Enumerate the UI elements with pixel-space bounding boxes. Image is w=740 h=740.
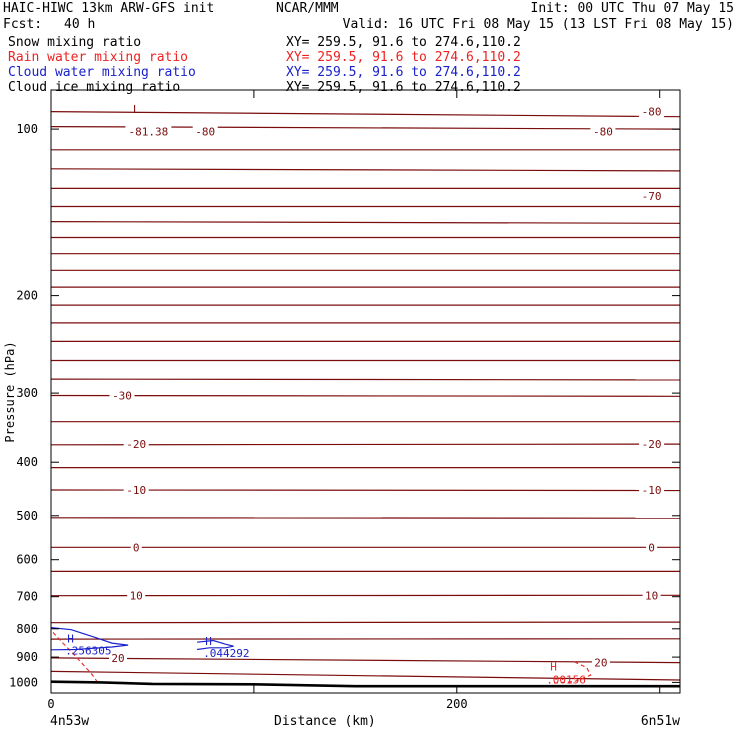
left-endpoint-label: 4n53w (50, 714, 89, 729)
label-gap (123, 438, 149, 451)
label-gap (127, 589, 146, 602)
temperature-contour (50, 670, 681, 681)
temperature-label: 0 (648, 541, 655, 554)
temperature-label: -10 (642, 484, 662, 497)
y-tick-label: 500 (16, 509, 38, 523)
temperature-label: 20 (111, 652, 124, 665)
field-rain-xy: XY= 259.5, 91.6 to 274.6,110.2 (286, 50, 521, 65)
temperature-contour (50, 168, 681, 172)
label-gap (639, 484, 665, 496)
temperature-contour (50, 394, 681, 397)
label-gap (109, 389, 135, 402)
cloud-water-max-marker: H (205, 635, 212, 648)
field-cloud-ice-name: Cloud ice mixing ratio (8, 80, 181, 95)
field-cloud-water-name: Cloud water mixing ratio (8, 65, 196, 80)
label-gap (642, 589, 661, 602)
temperature-label: -20 (126, 438, 146, 451)
label-gap (125, 125, 172, 138)
init-time: Init: 00 UTC Thu 07 May 15 (530, 1, 735, 16)
label-gap (590, 125, 616, 138)
field-snow-name: Snow mixing ratio (8, 35, 142, 50)
y-tick-label: 900 (16, 650, 38, 664)
temperature-label: 20 (594, 657, 607, 670)
temperature-contour (50, 657, 681, 664)
rain-contour (52, 632, 99, 683)
plot-header: HAIC-HIWC 13km ARW-GFS init NCAR/MMM Ini… (0, 0, 740, 96)
field-snow-xy: XY= 259.5, 91.6 to 274.6,110.2 (286, 35, 521, 50)
temperature-label: -70 (642, 190, 662, 203)
label-gap (639, 189, 665, 202)
y-tick-label: 400 (16, 455, 38, 469)
forecast-label: Fcst: (3, 17, 43, 32)
temperature-contour (50, 378, 681, 381)
terrain-line (50, 680, 680, 688)
rain-max-marker: H (550, 661, 557, 674)
temperature-label: -20 (642, 438, 662, 451)
label-gap (639, 438, 665, 451)
y-axis-title: Pressure (hPa) (3, 341, 17, 442)
cloud-water-max-marker: H (67, 633, 74, 646)
field-cloud-ice-xy: XY= 259.5, 91.6 to 274.6,110.2 (286, 80, 521, 95)
field-rain-name: Rain water mixing ratio (8, 50, 189, 65)
y-tick-label: 300 (16, 386, 38, 400)
y-tick-label: 200 (16, 289, 38, 303)
temperature-label: -30 (112, 390, 132, 403)
y-tick-label: 100 (16, 122, 38, 136)
temperature-contour (50, 489, 681, 492)
y-tick-label: 800 (16, 622, 38, 636)
x-tick-label: 0 (47, 697, 54, 711)
temperature-label: -80 (642, 106, 662, 119)
y-tick-label: 700 (16, 590, 38, 604)
label-gap (639, 105, 665, 118)
x-axis-title: Distance (km) (274, 714, 376, 729)
temperature-label: -80 (195, 125, 215, 138)
label-gap (130, 541, 142, 554)
label-gap (646, 541, 658, 554)
temperature-contour (50, 221, 681, 224)
field-cloud-water-xy: XY= 259.5, 91.6 to 274.6,110.2 (286, 65, 521, 80)
temperature-label: 0 (133, 541, 140, 554)
low-marker: L (133, 103, 140, 116)
y-tick-label: 600 (16, 553, 38, 567)
temperature-contour (50, 621, 681, 624)
temperature-label: 10 (645, 590, 658, 603)
forecast-hour: 40 h (64, 17, 96, 32)
temperature-label: -80 (593, 125, 613, 138)
cloud-water-max-value: .256305 (65, 645, 111, 658)
org-label: NCAR/MMM (276, 1, 339, 16)
plot-frame (50, 89, 681, 694)
rain-contour (554, 661, 592, 684)
model-title: HAIC-HIWC 13km ARW-GFS init (3, 1, 215, 16)
temperature-label: 10 (130, 590, 143, 603)
cloud-water-max-value: .044292 (203, 647, 249, 660)
temperature-label: -81.38 (129, 125, 169, 138)
label-gap (192, 125, 218, 138)
label-gap (591, 656, 610, 669)
label-gap (109, 651, 127, 664)
cloud-water-contour (197, 639, 234, 651)
rain-max-value: .00156 (546, 674, 586, 687)
temperature-contour (50, 443, 681, 446)
temperature-contour (50, 111, 681, 118)
label-gap (123, 484, 149, 496)
temperature-label: -10 (126, 484, 146, 497)
y-tick-label: 1000 (9, 675, 38, 689)
valid-time: Valid: 16 UTC Fri 08 May 15 (13 LST Fri … (342, 17, 734, 32)
cloud-water-contour (50, 627, 129, 651)
x-tick-label: 200 (446, 697, 468, 711)
right-endpoint-label: 6n51w (641, 714, 680, 729)
